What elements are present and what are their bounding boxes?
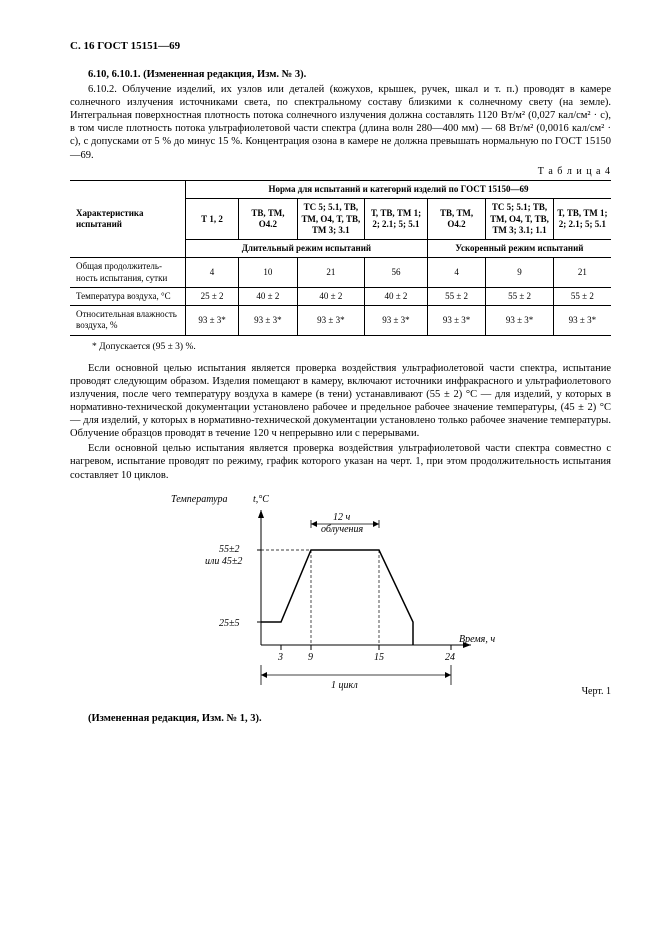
mode-long: Длительный режим испытаний bbox=[185, 240, 427, 258]
cycle-label: 1 цикл bbox=[331, 680, 358, 691]
cell: 21 bbox=[553, 258, 611, 288]
para-uv2: Если основной целью испытания является п… bbox=[70, 442, 611, 481]
table-row: Относительная влажность воздуха, % 93 ± … bbox=[70, 306, 611, 336]
top-note-1: 12 ч bbox=[333, 512, 351, 523]
col-2: ТВ, ТМ, О4.2 bbox=[239, 199, 298, 240]
cell: 55 ± 2 bbox=[486, 287, 553, 305]
x-tick: 24 bbox=[445, 652, 455, 663]
col-characteristic: Характеристика испытаний bbox=[70, 181, 185, 258]
x-tick: 3 bbox=[277, 652, 283, 663]
cell: 56 bbox=[365, 258, 428, 288]
col-6: ТС 5; 5.1; ТВ, ТМ, О4, Т, ТВ, ТМ 3; 3.1;… bbox=[486, 199, 553, 240]
para-6.10.2: 6.10.2. Облучение изделий, их узлов или … bbox=[70, 83, 611, 162]
cell: 21 bbox=[297, 258, 364, 288]
super-header: Норма для испытаний и категорий изделий … bbox=[185, 181, 611, 199]
col-5: ТВ, ТМ, О4.2 bbox=[427, 199, 486, 240]
y-tick-hi: 55±2 bbox=[219, 544, 240, 555]
y-tick-hi2: или 45±2 bbox=[205, 556, 242, 567]
chart-1: Температура t,°C 12 ч облучения 55±2 или… bbox=[70, 490, 611, 699]
cell: 93 ± 3* bbox=[239, 306, 298, 336]
row-label: Температура воздуха, °С bbox=[70, 287, 185, 305]
para-6.10: 6.10, 6.10.1. (Измененная редакция, Изм.… bbox=[70, 68, 611, 81]
x-tick: 15 bbox=[374, 652, 384, 663]
cell: 93 ± 3* bbox=[553, 306, 611, 336]
cell: 40 ± 2 bbox=[365, 287, 428, 305]
para-uv1: Если основной целью испытания является п… bbox=[70, 362, 611, 441]
page: С. 16 ГОСТ 15151—69 6.10, 6.10.1. (Измен… bbox=[0, 0, 661, 936]
cell: 93 ± 3* bbox=[185, 306, 238, 336]
table-row: Температура воздуха, °С 25 ± 2 40 ± 2 40… bbox=[70, 287, 611, 305]
table-footnote: * Допускается (95 ± 3) %. bbox=[92, 342, 611, 354]
cell: 10 bbox=[239, 258, 298, 288]
table-4: Характеристика испытаний Норма для испыт… bbox=[70, 180, 611, 336]
cell: 25 ± 2 bbox=[185, 287, 238, 305]
para-label: 6.10, 6.10.1. (Измененная редакция, Изм.… bbox=[88, 69, 306, 80]
y-axis-unit: t,°C bbox=[253, 494, 269, 505]
top-note-2: облучения bbox=[321, 524, 363, 535]
y-tick-lo: 25±5 bbox=[219, 618, 240, 629]
page-header: С. 16 ГОСТ 15151—69 bbox=[70, 40, 611, 54]
cell: 4 bbox=[185, 258, 238, 288]
arrow-up-icon bbox=[258, 510, 264, 518]
cell: 93 ± 3* bbox=[297, 306, 364, 336]
revision-note: (Измененная редакция, Изм. № 1, 3). bbox=[70, 712, 611, 725]
cell: 93 ± 3* bbox=[365, 306, 428, 336]
x-tick: 9 bbox=[308, 652, 313, 663]
row-label: Относительная влажность воздуха, % bbox=[70, 306, 185, 336]
table-caption: Т а б л и ц а 4 bbox=[70, 166, 611, 179]
x-axis-label: Время, ч bbox=[459, 634, 495, 645]
cell: 9 bbox=[486, 258, 553, 288]
col-4: Т, ТВ, ТМ 1; 2; 2.1; 5; 5.1 bbox=[365, 199, 428, 240]
temperature-curve bbox=[261, 550, 413, 645]
cell: 93 ± 3* bbox=[486, 306, 553, 336]
col-3: ТС 5; 5.1, ТВ, ТМ, О4, Т, ТВ, ТМ 3; 3.1 bbox=[297, 199, 364, 240]
y-axis-label: Температура bbox=[171, 494, 228, 505]
table-row: Общая продолжитель-ность испытания, сутк… bbox=[70, 258, 611, 288]
chart-svg: Температура t,°C 12 ч облучения 55±2 или… bbox=[161, 490, 521, 700]
cell: 40 ± 2 bbox=[297, 287, 364, 305]
cell: 93 ± 3* bbox=[427, 306, 486, 336]
cell: 40 ± 2 bbox=[239, 287, 298, 305]
cell: 55 ± 2 bbox=[553, 287, 611, 305]
mode-fast: Ускоренный режим испытаний bbox=[427, 240, 611, 258]
col-1: Т 1, 2 bbox=[185, 199, 238, 240]
cell: 55 ± 2 bbox=[427, 287, 486, 305]
cell: 4 bbox=[427, 258, 486, 288]
col-7: Т, ТВ, ТМ 1; 2; 2.1; 5; 5.1 bbox=[553, 199, 611, 240]
row-label: Общая продолжитель-ность испытания, сутк… bbox=[70, 258, 185, 288]
table-header-row-1: Характеристика испытаний Норма для испыт… bbox=[70, 181, 611, 199]
